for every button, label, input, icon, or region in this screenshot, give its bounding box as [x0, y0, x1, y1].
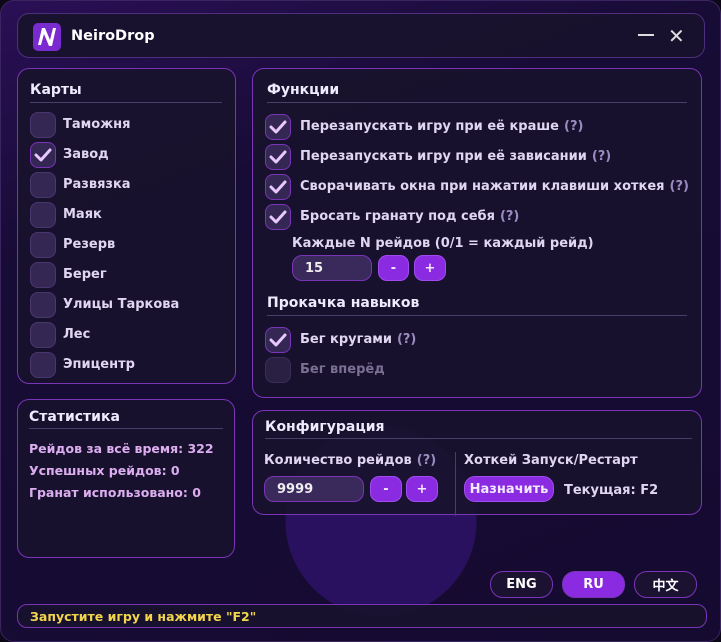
- help-icon[interactable]: (?): [591, 149, 612, 164]
- functions-title: Функции: [267, 82, 340, 98]
- help-icon[interactable]: (?): [396, 332, 417, 347]
- map-item-checkbox[interactable]: [30, 172, 56, 198]
- map-item-checkbox[interactable]: [30, 292, 56, 318]
- function-item-label: Сворачивать окна при нажатии клавиши хот…: [300, 179, 689, 194]
- lang-ru-button[interactable]: RU: [562, 571, 625, 598]
- every-n-increment-button[interactable]: +: [414, 255, 446, 281]
- map-item-checkbox[interactable]: [30, 322, 56, 348]
- stat-grenades-used: Гранат использовано: 0: [29, 485, 201, 500]
- maps-panel: Карты Таможня Завод Развязка Маяк Резерв Бере…: [17, 68, 236, 384]
- maps-title: Карты: [30, 82, 82, 98]
- map-item-label: Завод: [63, 147, 109, 162]
- skill-item-checkbox[interactable]: [265, 327, 291, 353]
- map-item-label: Таможня: [63, 117, 131, 132]
- status-bar: [17, 604, 707, 628]
- help-icon[interactable]: (?): [499, 209, 520, 224]
- skill-item-label: Бег вперёд: [300, 362, 385, 377]
- help-icon[interactable]: (?): [669, 179, 689, 194]
- map-item-label: Эпицентр: [63, 357, 135, 372]
- skill-item-checkbox: [265, 357, 291, 383]
- lang-zh-button[interactable]: 中文: [634, 571, 697, 598]
- function-item-label: Бросать гранату под себя (?): [300, 209, 520, 224]
- close-button[interactable]: ✕: [668, 24, 685, 48]
- title-bar: NeiroDrop ✕: [17, 13, 705, 58]
- current-hotkey: Текущая: F2: [564, 483, 659, 498]
- help-icon[interactable]: (?): [564, 119, 584, 134]
- map-item-label: Резерв: [63, 237, 116, 252]
- function-item-label: Перезапускать игру при её зависании (?): [300, 149, 612, 164]
- every-n-input[interactable]: 15: [292, 255, 372, 281]
- app-title: NeiroDrop: [71, 28, 155, 44]
- skill-item-label: Бег кругами (?): [300, 332, 417, 347]
- status-text: Запустите игру и нажмите "F2": [30, 609, 257, 624]
- check-icon: [269, 210, 287, 224]
- map-item-label: Маяк: [63, 207, 102, 222]
- map-item-label: Берег: [63, 267, 107, 282]
- stat-successful-raids: Успешных рейдов: 0: [29, 463, 180, 478]
- map-item-checkbox[interactable]: [30, 112, 56, 138]
- map-item-checkbox[interactable]: [30, 202, 56, 228]
- every-n-decrement-button[interactable]: -: [378, 255, 409, 281]
- functions-panel: Функции Прокачка навыков: [252, 68, 702, 398]
- map-item-label: Улицы Таркова: [63, 297, 180, 312]
- check-icon: [269, 180, 287, 194]
- config-title: Конфигурация: [265, 419, 385, 435]
- map-item-checkbox[interactable]: [30, 232, 56, 258]
- minimize-button[interactable]: [638, 34, 654, 36]
- stats-panel: Статистика: [17, 399, 235, 558]
- assign-hotkey-button[interactable]: Назначить: [464, 476, 554, 502]
- check-icon: [34, 148, 52, 162]
- function-item-label: Перезапускать игру при её краше (?): [300, 119, 584, 134]
- map-item-checkbox[interactable]: [30, 142, 56, 168]
- function-item-checkbox[interactable]: [265, 174, 291, 200]
- check-icon: [269, 120, 287, 134]
- map-item-checkbox[interactable]: [30, 262, 56, 288]
- function-item-checkbox[interactable]: [265, 204, 291, 230]
- function-item-checkbox[interactable]: [265, 144, 291, 170]
- raids-decrement-button[interactable]: -: [370, 476, 402, 502]
- every-n-label: Каждые N рейдов (0/1 = каждый рейд): [292, 236, 594, 251]
- stats-title: Статистика: [29, 409, 120, 425]
- function-item-checkbox[interactable]: [265, 114, 291, 140]
- map-item-label: Лес: [63, 327, 91, 342]
- check-icon: [269, 333, 287, 347]
- check-icon: [269, 150, 287, 164]
- raids-count-label: Количество рейдов (?): [264, 453, 437, 468]
- map-item-checkbox[interactable]: [30, 352, 56, 378]
- map-item-label: Развязка: [63, 177, 131, 192]
- raids-increment-button[interactable]: +: [406, 476, 438, 502]
- hotkey-label: Хоткей Запуск/Рестарт: [464, 453, 638, 468]
- raids-help-icon[interactable]: (?): [416, 453, 437, 468]
- lang-eng-button[interactable]: ENG: [490, 571, 553, 598]
- skills-title: Прокачка навыков: [267, 295, 420, 311]
- stat-total-raids: Рейдов за всё время: 322: [29, 441, 214, 456]
- raids-count-input[interactable]: 9999: [264, 476, 364, 502]
- app-logo-icon: [33, 23, 61, 51]
